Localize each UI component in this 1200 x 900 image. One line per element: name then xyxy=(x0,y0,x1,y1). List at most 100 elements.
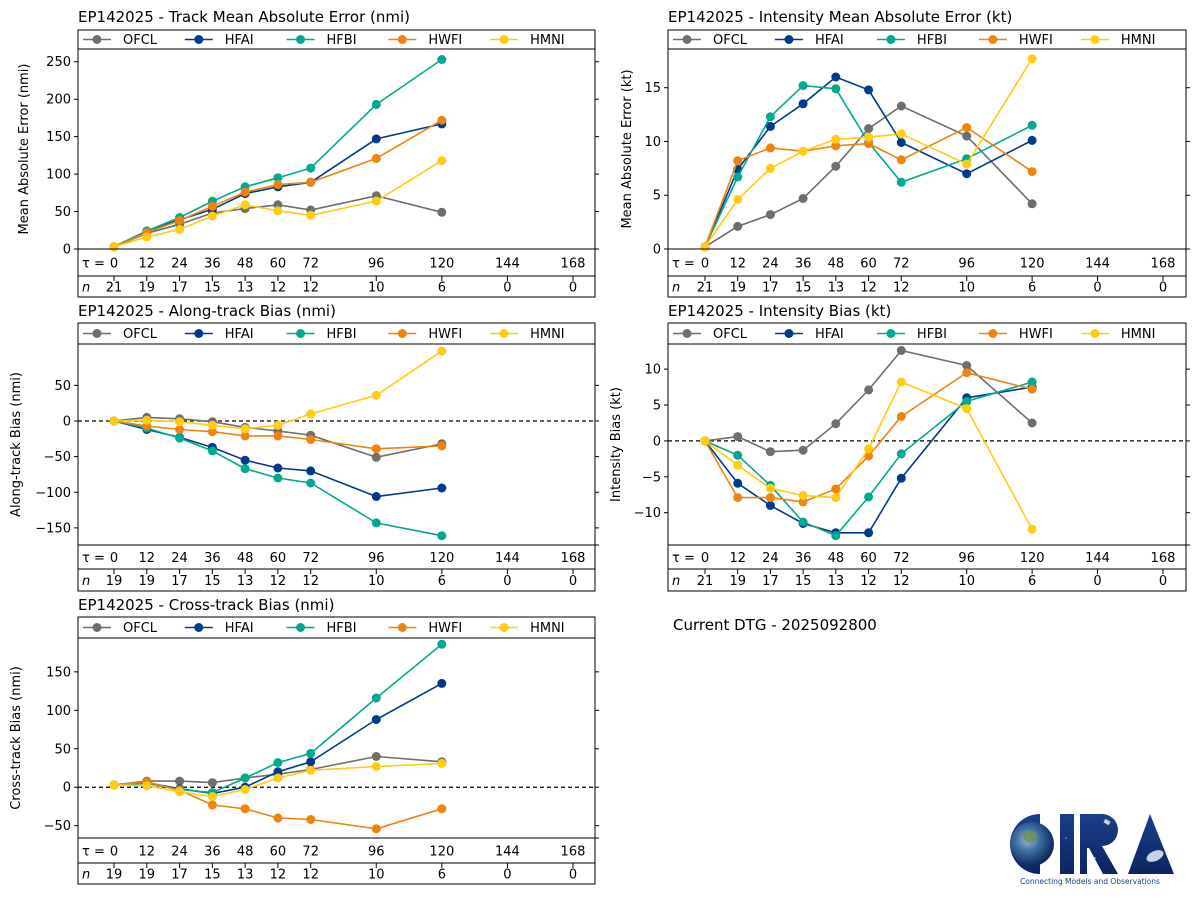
legend-box xyxy=(667,322,1187,345)
data-point-hmni-tau72 xyxy=(896,129,906,139)
data-point-hfai-tau60 xyxy=(864,528,874,538)
data-point-ofcl-tau96 xyxy=(371,452,381,462)
plot-frame xyxy=(77,29,596,250)
logo-letter-a xyxy=(1128,814,1174,874)
y-tick-label: 0 xyxy=(63,243,71,258)
sample-count-value: 12 xyxy=(270,868,287,883)
data-point-hwfi-tau96 xyxy=(371,153,381,163)
y-axis-label: Along-track Bias (nmi) xyxy=(9,372,24,517)
y-tick-label: 10 xyxy=(644,363,661,378)
legend-label: HFBI xyxy=(917,327,947,342)
tau-row-label: τ = xyxy=(82,257,105,272)
sample-count-value: 0 xyxy=(569,281,577,296)
sample-count-value: 19 xyxy=(106,574,123,589)
sample-count-value: 10 xyxy=(368,574,385,589)
sample-count-value: 6 xyxy=(1028,574,1036,589)
legend-label: HFAI xyxy=(815,327,844,342)
data-point-hmni-tau24 xyxy=(765,483,775,493)
data-point-hfbi-tau96 xyxy=(962,396,972,406)
data-point-hwfi-tau48 xyxy=(240,804,250,814)
legend: OFCL HFAI HFBI HWFI HMNI xyxy=(667,29,1187,50)
sample-count-value: 0 xyxy=(569,574,577,589)
data-point-hmni-tau60 xyxy=(864,132,874,142)
data-point-hfai-tau120 xyxy=(1027,135,1037,145)
tau-tick-label: 168 xyxy=(561,257,586,272)
sample-count-value: 10 xyxy=(368,281,385,296)
y-tick-label: 200 xyxy=(46,93,71,108)
y-tick-label: 0 xyxy=(653,434,661,449)
data-point-hmni-tau60 xyxy=(273,420,283,430)
tau-tick-label: 12 xyxy=(139,257,156,272)
sample-count-value: 17 xyxy=(171,868,188,883)
data-point-hmni-tau12 xyxy=(142,781,152,791)
sample-count-value: 0 xyxy=(1159,574,1167,589)
sample-count-value: 19 xyxy=(139,281,156,296)
chart-title: EP142025 - Along-track Bias (nmi) xyxy=(78,302,336,320)
tau-tick-label: 12 xyxy=(139,845,156,860)
sample-count-value: 21 xyxy=(697,574,714,589)
data-point-ofcl-tau12 xyxy=(733,432,743,442)
legend-marker-swatch xyxy=(988,329,998,338)
sample-count-value: 12 xyxy=(302,868,319,883)
tau-tick-label: 36 xyxy=(795,257,812,272)
tau-tick-label: 144 xyxy=(1085,551,1110,566)
legend: OFCL HFAI HFBI HWFI HMNI xyxy=(77,29,596,50)
sample-count-value: 13 xyxy=(237,574,254,589)
legend-label: HWFI xyxy=(428,327,462,342)
data-point-hwfi-tau96 xyxy=(962,123,972,132)
sample-count-value: 12 xyxy=(270,281,287,296)
sample-count-value: 19 xyxy=(729,281,746,296)
legend-label: HWFI xyxy=(428,33,462,48)
sample-count-value: 12 xyxy=(270,574,287,589)
data-point-hfbi-tau48 xyxy=(240,773,250,783)
data-point-hmni-tau48 xyxy=(240,424,250,434)
data-point-hwfi-tau12 xyxy=(733,156,743,166)
legend-item-hfbi: HFBI xyxy=(286,621,357,636)
data-point-hfbi-tau72 xyxy=(306,748,316,758)
data-point-hwfi-tau96 xyxy=(371,444,381,454)
sample-count-value: 10 xyxy=(368,868,385,883)
sample-count-value: 13 xyxy=(237,868,254,883)
series-ofcl xyxy=(700,346,1037,457)
legend-item-ofcl: OFCL xyxy=(83,33,158,48)
y-tick-label: 0 xyxy=(653,243,661,258)
legend-label: HMNI xyxy=(1121,33,1156,48)
legend-marker-swatch xyxy=(988,35,998,44)
tau-tick-label: 120 xyxy=(1020,257,1045,272)
data-point-hfbi-tau36 xyxy=(798,81,808,91)
data-point-ofcl-tau36 xyxy=(798,445,808,455)
n-row-label: n xyxy=(672,574,680,589)
chart-along-track-bias: EP142025 - Along-track Bias (nmi) Along-t… xyxy=(9,302,599,592)
y-tick-label: −50 xyxy=(44,819,71,834)
data-point-hfai-tau96 xyxy=(371,134,381,144)
tau-tick-label: 48 xyxy=(828,257,845,272)
legend-box xyxy=(77,29,596,50)
data-point-hfbi-tau120 xyxy=(1027,120,1037,130)
data-point-ofcl-tau120 xyxy=(1027,199,1037,209)
chart-title: EP142025 - Intensity Bias (kt) xyxy=(668,302,891,320)
series-line-hmni xyxy=(113,350,443,430)
data-point-hfai-tau96 xyxy=(371,492,381,501)
sample-count-value: 19 xyxy=(139,574,156,589)
data-point-hfbi-tau96 xyxy=(371,99,381,109)
series-hwfi xyxy=(109,115,447,252)
data-point-hmni-tau12 xyxy=(733,195,743,204)
sample-count-value: 15 xyxy=(204,574,221,589)
data-point-hmni-tau120 xyxy=(437,346,447,356)
data-point-hmni-tau120 xyxy=(1027,524,1037,534)
data-point-hmni-tau96 xyxy=(371,196,381,206)
data-point-hmni-tau48 xyxy=(240,200,250,210)
sample-count-value: 17 xyxy=(171,281,188,296)
data-point-hfbi-tau72 xyxy=(896,177,906,187)
series-hfbi xyxy=(109,55,447,252)
chart-title: EP142025 - Intensity Mean Absolute Error… xyxy=(668,8,1012,26)
data-point-hfbi-tau120 xyxy=(437,55,447,64)
data-point-hmni-tau120 xyxy=(437,758,447,768)
data-point-hfai-tau96 xyxy=(962,169,972,179)
legend-item-hfai: HFAI xyxy=(184,621,254,636)
y-tick-label: 5 xyxy=(653,189,661,204)
series-hwfi xyxy=(109,416,447,454)
legend-label: HWFI xyxy=(428,621,462,636)
data-point-hfbi-tau72 xyxy=(306,478,316,488)
sample-count-value: 15 xyxy=(204,281,221,296)
